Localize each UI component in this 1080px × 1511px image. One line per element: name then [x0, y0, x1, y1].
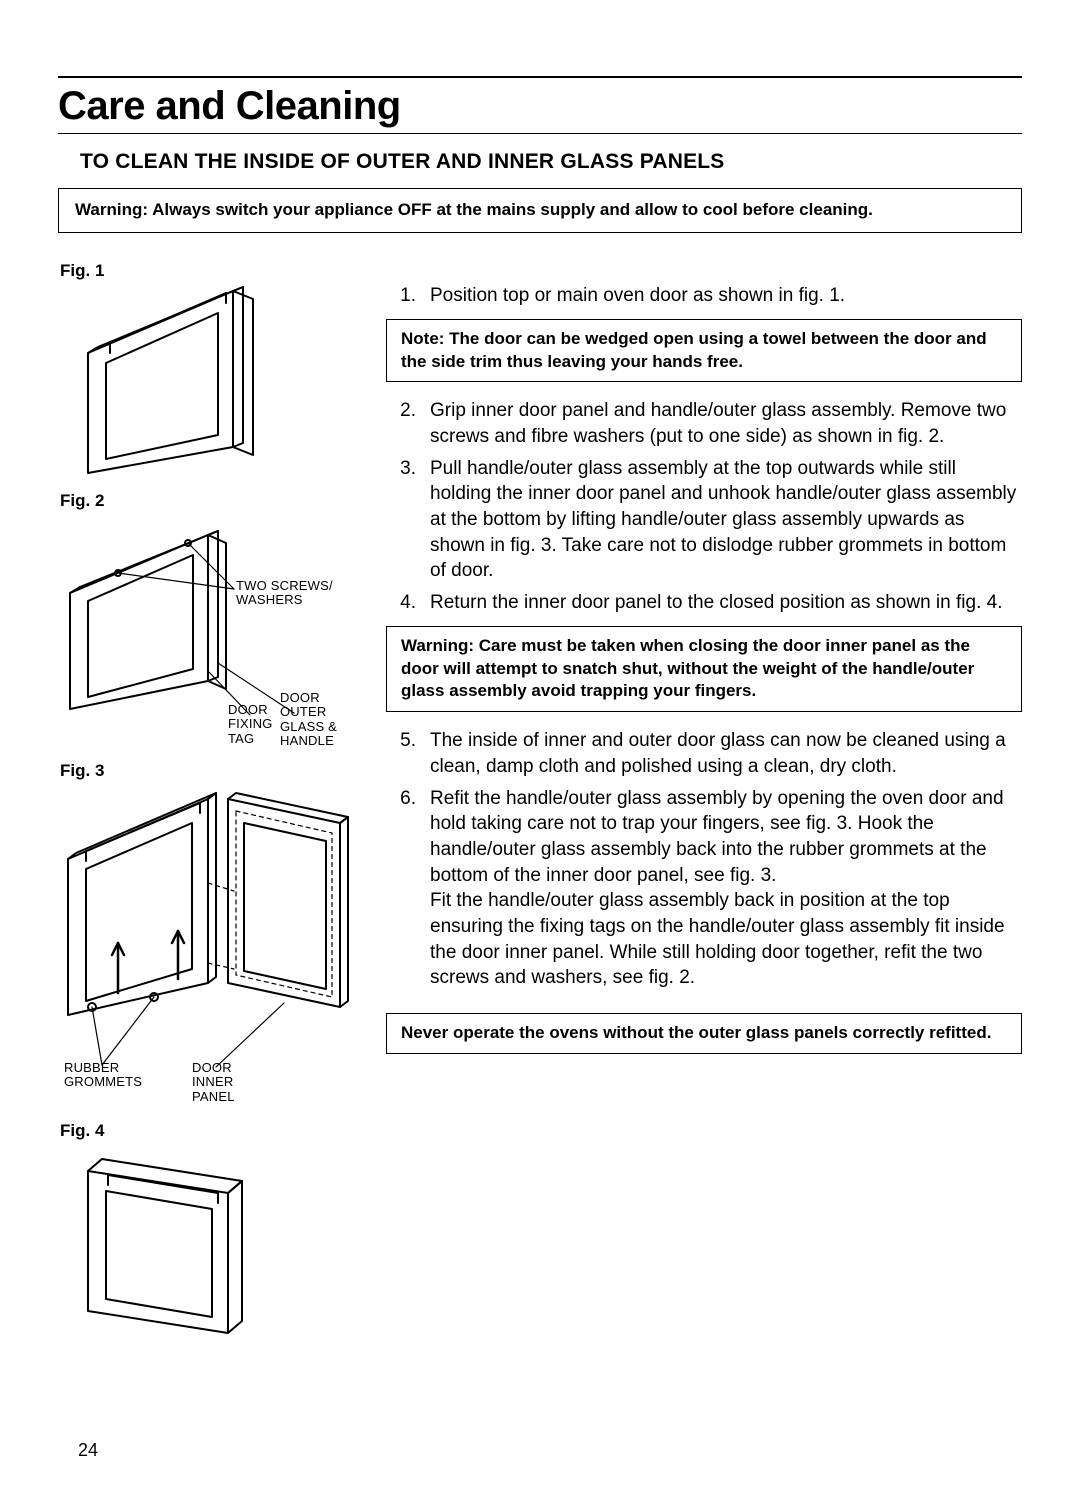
fig4: [58, 1143, 358, 1343]
fig2-caption-screws: TWO SCREWS/ WASHERS: [236, 579, 333, 608]
step-5-text: The inside of inner and outer door glass…: [430, 728, 1022, 779]
content-columns: Fig. 1: [58, 253, 1022, 1343]
step-1-num: 1.: [386, 283, 430, 309]
step-4-num: 4.: [386, 590, 430, 616]
warning-box-2: Warning: Care must be taken when closing…: [386, 626, 1022, 713]
step-6-num: 6.: [386, 786, 430, 991]
page-title: Care and Cleaning: [58, 84, 1022, 129]
section-heading: TO CLEAN THE INSIDE OF OUTER AND INNER G…: [80, 150, 1022, 174]
step-5-num: 5.: [386, 728, 430, 779]
title-underline-rule: [58, 133, 1022, 134]
step-1-text: Position top or main oven door as shown …: [430, 283, 1022, 309]
fig2: TWO SCREWS/ WASHERS DOOR FIXING TAG DOOR…: [58, 513, 358, 753]
fig4-label: Fig. 4: [60, 1121, 358, 1141]
instructions-column: 1. Position top or main oven door as sho…: [386, 253, 1022, 1070]
step-3: 3. Pull handle/outer glass assembly at t…: [386, 456, 1022, 584]
fig3-label: Fig. 3: [60, 761, 358, 781]
step-1: 1. Position top or main oven door as sho…: [386, 283, 1022, 309]
fig1: [58, 283, 358, 483]
step-3-num: 3.: [386, 456, 430, 584]
page-number: 24: [78, 1440, 98, 1461]
top-warning-text: Warning: Always switch your appliance OF…: [75, 199, 1005, 222]
fig2-caption-outer: DOOR OUTER GLASS & HANDLE: [280, 691, 337, 748]
step-6: 6. Refit the handle/outer glass assembly…: [386, 786, 1022, 991]
fig2-caption-tag: DOOR FIXING TAG: [228, 703, 273, 746]
step-3-text: Pull handle/outer glass assembly at the …: [430, 456, 1022, 584]
step-5: 5. The inside of inner and outer door gl…: [386, 728, 1022, 779]
fig2-label: Fig. 2: [60, 491, 358, 511]
top-rule: [58, 76, 1022, 78]
top-warning-box: Warning: Always switch your appliance OF…: [58, 188, 1022, 233]
step-2: 2. Grip inner door panel and handle/oute…: [386, 398, 1022, 449]
fig1-label: Fig. 1: [60, 261, 358, 281]
fig1-svg: [58, 283, 308, 483]
step-4-text: Return the inner door panel to the close…: [430, 590, 1022, 616]
step-2-num: 2.: [386, 398, 430, 449]
step-4: 4. Return the inner door panel to the cl…: [386, 590, 1022, 616]
fig3-caption-grommets: RUBBER GROMMETS: [64, 1061, 142, 1090]
step-6-text: Refit the handle/outer glass assembly by…: [430, 786, 1022, 991]
note-2-text: Never operate the ovens without the oute…: [401, 1022, 1007, 1045]
note-box-2: Never operate the ovens without the oute…: [386, 1013, 1022, 1054]
note-1-text: Note: The door can be wedged open using …: [401, 328, 1007, 374]
step-2-text: Grip inner door panel and handle/outer g…: [430, 398, 1022, 449]
fig4-svg: [58, 1143, 278, 1343]
warning-2-text: Warning: Care must be taken when closing…: [401, 635, 1007, 704]
note-box-1: Note: The door can be wedged open using …: [386, 319, 1022, 383]
figures-column: Fig. 1: [58, 253, 358, 1343]
fig3-caption-inner: DOOR INNER PANEL: [192, 1061, 235, 1104]
fig3: RUBBER GROMMETS DOOR INNER PANEL: [58, 783, 358, 1113]
